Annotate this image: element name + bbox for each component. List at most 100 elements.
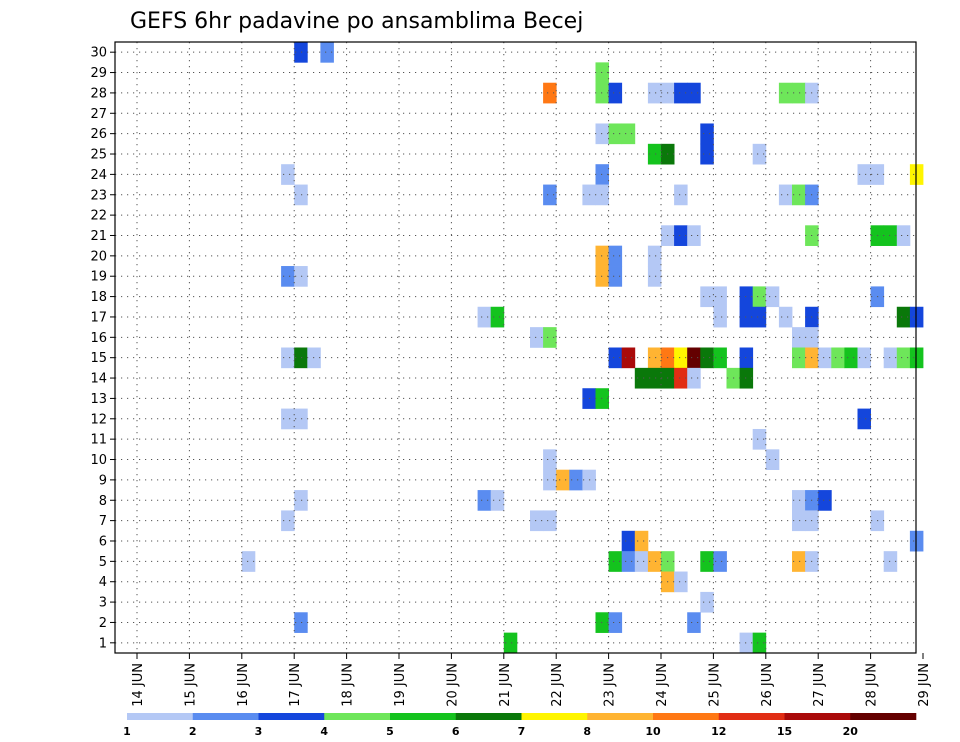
heatmap-cell [818,347,832,369]
y-tick-label: 5 [99,555,107,570]
colorbar-label: 20 [843,725,859,738]
heatmap-cell [792,551,806,572]
heatmap-cell [792,327,806,348]
y-tick-label: 10 [90,453,107,468]
y-tick-label: 6 [99,534,107,549]
y-tick-label: 17 [90,310,107,325]
heatmap-cell [909,347,924,369]
heatmap-cell [595,612,609,633]
heatmap-cell [739,306,754,328]
heatmap-cell [700,347,714,369]
chart-title: GEFS 6hr padavine po ansamblima Becej [130,9,583,34]
colorbar-swatch [390,713,457,720]
heatmap-cell [281,266,295,287]
heatmap-cell [792,82,806,104]
y-tick-label: 29 [90,66,107,81]
heatmap-cell [713,347,727,369]
heatmap-cell [621,123,636,145]
heatmap-cell [320,42,334,63]
heatmap-cell [713,551,727,572]
heatmap-cell [608,266,623,287]
x-tick-label: 17 JUN [288,663,303,707]
heatmap-cell [778,306,793,328]
heatmap-cell [595,184,609,206]
colorbar-label: 15 [777,725,792,738]
heatmap-cell [608,245,623,267]
heatmap-cell [634,530,649,552]
y-tick-label: 21 [90,229,107,244]
heatmap-cell [294,612,308,633]
heatmap-cell [503,632,518,654]
heatmap-cell [883,347,898,369]
colorbar-swatch [850,713,917,720]
heatmap-cell [857,347,871,369]
colorbar-legend: 1 2 3 4 5 6 7 8 10 12 15 20 [123,713,917,738]
heatmap-cell [281,347,295,369]
y-tick-label: 8 [99,494,107,509]
heatmap-cell [477,306,492,328]
heatmap-cell [621,347,636,369]
heatmap-cell [647,266,662,287]
heatmap-cell [674,184,688,206]
heatmap-cell [700,286,714,308]
y-axis: 1234567891011121314151617181920212223242… [90,46,115,651]
heatmap-cell [674,82,688,104]
heatmap-cell [765,449,780,470]
heatmap-cell [752,632,767,654]
colorbar-label: 2 [189,725,197,738]
y-tick-label: 30 [90,46,107,61]
heatmap-cell [595,123,609,145]
y-tick-label: 26 [90,127,107,142]
heatmap-cell [490,490,505,511]
y-tick-label: 28 [90,86,107,101]
x-tick-label: 28 JUN [865,663,880,707]
heatmap-cell [896,306,911,328]
heatmap-cell [595,245,609,267]
heatmap-cell [569,469,583,491]
heatmap-cell [909,164,924,185]
heatmap-cell [896,347,911,369]
heatmap-cell [700,551,714,572]
heatmap-cell [857,164,871,185]
heatmap-cell [778,184,793,206]
y-tick-label: 2 [99,616,107,631]
colorbar-swatch [653,713,720,720]
colorbar-label: 6 [452,725,460,738]
heatmap-cell [713,286,727,308]
heatmap-cell [844,347,858,369]
y-tick-label: 16 [90,331,107,346]
x-tick-label: 22 JUN [550,663,565,707]
x-tick-label: 24 JUN [655,663,670,707]
heatmap-cell [752,143,767,165]
heatmap-cell [713,306,727,328]
heatmap-cell [294,347,308,369]
heatmap-cell [647,245,662,267]
heatmap-cell [543,184,557,206]
heatmap-cell [241,551,256,572]
x-tick-label: 26 JUN [760,663,775,707]
x-tick-label: 23 JUN [603,663,618,707]
heatmap-cell [595,164,609,185]
colorbar-label: 10 [645,725,661,738]
heatmap-cell [543,510,557,532]
y-tick-label: 1 [99,636,107,651]
heatmap-cell [281,164,295,185]
heatmap-cell [792,347,806,369]
heatmap-cell [634,367,649,389]
colorbar-swatch [784,713,851,720]
y-tick-label: 22 [90,209,107,224]
x-tick-label: 20 JUN [445,663,460,707]
heatmap-cell [281,408,295,430]
heatmap-cell [739,632,754,654]
heatmap-cell [530,510,544,532]
heatmap-cell [909,530,924,552]
colorbar-label: 12 [711,725,726,738]
heatmap-cell [294,266,308,287]
heatmap-cell [765,286,780,308]
heatmap-cell [883,551,898,572]
heatmap-cell [909,306,924,328]
heatmap-cell [739,286,754,308]
heatmap-cell [294,42,308,63]
heatmap-cell [608,82,623,104]
y-tick-label: 20 [90,249,107,264]
